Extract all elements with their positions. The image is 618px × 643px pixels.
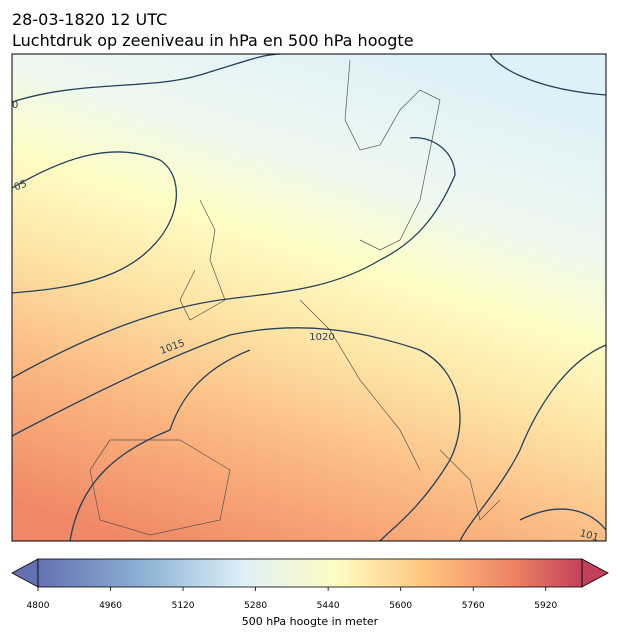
colorbar-tick-label: 5920 [534, 601, 557, 611]
subtitle: Luchtdruk op zeeniveau in hPa en 500 hPa… [12, 31, 414, 50]
map-background [12, 54, 606, 541]
contour-label: 0 [12, 100, 18, 111]
map: 1020 1015 05 0 101 [11, 53, 607, 544]
colorbar-extend-low [11, 558, 39, 588]
coastlines [89, 59, 501, 536]
colorbar-body [37, 558, 583, 588]
colorbar-tick-label: 5280 [244, 601, 267, 611]
map-frame [11, 53, 607, 542]
colorbar: 500 hPa hoogte in meter 4800 4960 5120 5280… [11, 558, 609, 628]
colorbar-tick-label: 5760 [462, 601, 485, 611]
colorbar-label: 500 hPa hoogte in meter [242, 615, 379, 628]
contour-label: 1020 [309, 332, 334, 343]
isobars [11, 53, 607, 542]
title: 28-03-1820 12 UTC [12, 10, 167, 29]
colorbar-tick-label: 4800 [27, 601, 50, 611]
contour-label: 101 [578, 528, 599, 544]
colorbar-tick-label: 4960 [99, 601, 122, 611]
colorbar-tick-label: 5120 [172, 601, 195, 611]
colorbar-tick-label: 5600 [389, 601, 412, 611]
colorbar-tick-label: 5440 [317, 601, 340, 611]
contour-label: 05 [13, 179, 29, 194]
colorbar-extend-high [581, 558, 609, 588]
